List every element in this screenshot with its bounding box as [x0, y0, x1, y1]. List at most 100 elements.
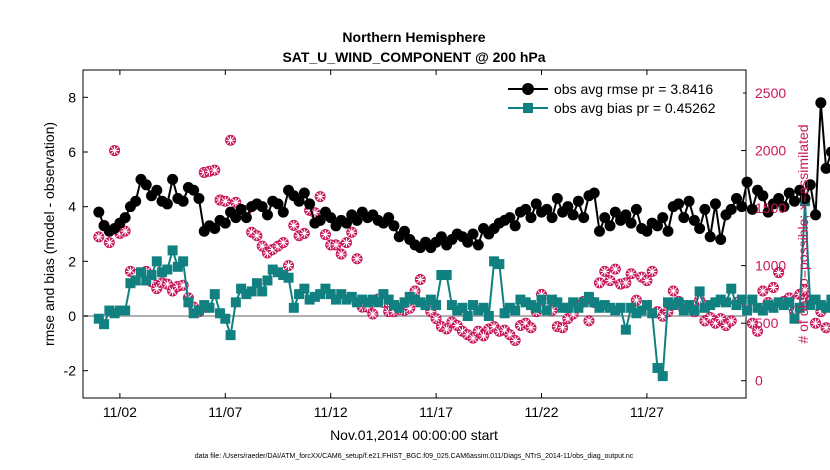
- rmse-point: [240, 212, 252, 224]
- bias-point: [768, 302, 779, 313]
- obs-assimilated-cross: [305, 205, 315, 215]
- obs-assimilated-cross: [695, 295, 705, 305]
- y-tick-label: -2: [64, 363, 77, 379]
- bias-point: [684, 300, 695, 311]
- bias-point: [431, 300, 442, 311]
- bias-point: [552, 297, 563, 308]
- obs-assimilated-cross: [500, 325, 510, 335]
- y-right-tick-label: 1500: [755, 200, 786, 216]
- obs-assimilated-cross: [415, 274, 425, 284]
- obs-count-marker: [319, 229, 331, 241]
- obs-assimilated-cross: [753, 326, 763, 336]
- obs-count-marker: [298, 227, 310, 239]
- bias-point: [183, 297, 194, 308]
- bias-point: [352, 297, 363, 308]
- obs-assimilated-cross: [131, 270, 141, 280]
- obs-count-marker: [93, 231, 105, 243]
- rmse-point: [715, 233, 727, 245]
- obs-assimilated-cross: [568, 309, 578, 319]
- y-axis-label: rmse and bias (model - observation): [41, 122, 57, 346]
- rmse-point: [151, 184, 163, 196]
- bias-point: [304, 294, 315, 305]
- rmse-point: [620, 209, 632, 221]
- bias-point: [141, 275, 152, 286]
- bias-point: [536, 294, 547, 305]
- bias-point: [441, 270, 452, 280]
- obs-assimilated-cross: [505, 330, 515, 340]
- obs-assimilated-cross: [710, 318, 720, 328]
- obs-assimilated-cross: [768, 283, 778, 293]
- bias-point: [135, 267, 146, 278]
- rmse-point: [736, 201, 748, 213]
- rmse-point: [778, 201, 790, 213]
- bias-point: [388, 300, 399, 311]
- rmse-point: [578, 212, 590, 224]
- rmse-point: [261, 209, 273, 221]
- rmse-point: [820, 162, 830, 174]
- obs-assimilated-cross: [426, 307, 436, 317]
- obs-assimilated-cross: [742, 297, 752, 307]
- rmse-point: [161, 198, 173, 210]
- bias-point: [167, 245, 178, 256]
- obs-assimilated-cross: [721, 320, 731, 330]
- obs-assimilated-cross: [436, 322, 446, 332]
- bias-point: [657, 371, 668, 382]
- bias-point: [715, 294, 726, 305]
- axis-ticks: 11/02 11/07 11/12 11/17 11/22 11/27 -2 0 2 4 6 8 0 50…: [64, 70, 786, 420]
- bias-point: [146, 270, 157, 280]
- rmse-point: [694, 223, 706, 235]
- obs-assimilated-cross: [547, 306, 557, 316]
- obs-count-marker: [119, 225, 131, 237]
- bias-point: [215, 308, 226, 319]
- bias-point: [420, 300, 431, 311]
- rmse-point: [472, 239, 484, 251]
- obs-assimilated-cross: [463, 330, 473, 340]
- bias-point: [647, 308, 658, 319]
- obs-assimilated-cross: [189, 302, 199, 312]
- bias-point: [631, 308, 642, 319]
- bias-point: [262, 275, 273, 286]
- x-tick-label: 11/12: [314, 404, 348, 420]
- bias-point: [299, 283, 310, 294]
- obs-count-marker: [641, 275, 653, 287]
- bias-point: [557, 302, 568, 313]
- obs-assimilated-cross: [594, 278, 604, 288]
- obs-count-marker: [414, 273, 426, 285]
- rmse-point: [525, 212, 537, 224]
- obs-assimilated-cross: [136, 274, 146, 284]
- rmse-point: [588, 187, 600, 199]
- obs-assimilated-cross: [410, 286, 420, 296]
- bias-point: [367, 294, 378, 305]
- obs-assimilated-cross: [811, 318, 821, 328]
- obs-count-marker: [810, 317, 822, 329]
- y-right-tick-label: 500: [755, 315, 779, 331]
- rmse-point: [630, 203, 642, 215]
- bias-point: [599, 300, 610, 311]
- obs-assimilated-cross: [399, 306, 409, 316]
- obs-assimilated-cross: [542, 299, 552, 309]
- rmse-point: [609, 206, 621, 218]
- obs-assimilated-cross: [294, 231, 304, 241]
- bias-point: [499, 308, 510, 319]
- bias-point: [568, 297, 579, 308]
- obs-assimilated-cross: [262, 248, 272, 258]
- bias-point: [157, 267, 168, 278]
- obs-assimilated-cross: [125, 266, 135, 276]
- rmse-point: [398, 225, 410, 237]
- obs-count-marker: [746, 317, 758, 329]
- bias-point: [151, 256, 162, 267]
- bias-point: [193, 305, 204, 316]
- x-tick-label: 11/27: [630, 404, 664, 420]
- bias-point: [620, 324, 631, 335]
- bias-point: [705, 300, 716, 311]
- bias-point: [510, 305, 521, 316]
- bias-point: [241, 289, 252, 300]
- bias-point: [478, 302, 489, 313]
- obs-count-marker: [346, 226, 358, 238]
- bias-point: [336, 289, 347, 300]
- bias-point: [752, 302, 763, 313]
- bias-point: [525, 300, 536, 311]
- bias-point: [209, 289, 220, 300]
- rmse-point: [504, 212, 516, 224]
